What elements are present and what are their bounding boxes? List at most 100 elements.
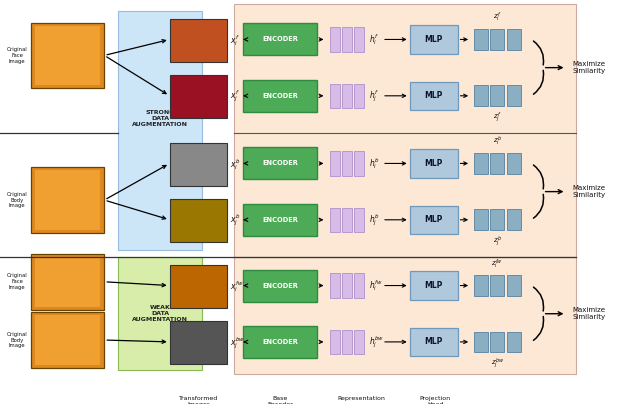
Bar	[243, 147, 317, 179]
Bar	[31, 312, 104, 368]
Text: $z_j^f$: $z_j^f$	[493, 110, 502, 125]
Text: $h_j^f$: $h_j^f$	[369, 88, 380, 103]
Bar	[490, 86, 504, 106]
Bar	[118, 257, 202, 370]
Bar	[507, 29, 521, 50]
Bar	[330, 27, 340, 52]
Bar	[35, 25, 100, 85]
Bar	[354, 208, 364, 232]
Bar	[354, 330, 364, 354]
Text: Maximize
Similarity: Maximize Similarity	[573, 307, 606, 320]
Text: $h_i^f$: $h_i^f$	[369, 32, 380, 47]
Text: Maximize
Similarity: Maximize Similarity	[573, 185, 606, 198]
Bar	[31, 23, 104, 88]
Bar	[243, 23, 317, 55]
Text: STRONG
DATA
AUGMENTATION: STRONG DATA AUGMENTATION	[132, 110, 188, 127]
Bar	[170, 19, 227, 62]
Bar	[330, 330, 340, 354]
Text: $h_j^b$: $h_j^b$	[369, 212, 380, 227]
Bar	[31, 254, 104, 310]
Text: Original
Face
Image: Original Face Image	[7, 47, 28, 64]
Bar	[243, 204, 317, 236]
Bar	[342, 84, 352, 108]
Bar	[354, 84, 364, 108]
Text: ENCODER: ENCODER	[262, 217, 298, 223]
Bar	[490, 332, 504, 352]
Text: MLP: MLP	[424, 281, 443, 290]
Text: $z_i^f$: $z_i^f$	[493, 11, 502, 25]
Bar	[507, 86, 521, 106]
Text: $z_i^b$: $z_i^b$	[493, 135, 502, 149]
Text: ENCODER: ENCODER	[262, 36, 298, 42]
Text: Original
Body
Image: Original Body Image	[7, 192, 28, 208]
Bar	[243, 269, 317, 301]
Bar	[354, 274, 364, 298]
Text: MLP: MLP	[424, 215, 443, 224]
Bar	[474, 275, 488, 296]
Text: $x_j^b$: $x_j^b$	[230, 213, 241, 229]
Text: $x_i^{fw}$: $x_i^{fw}$	[230, 279, 244, 294]
Bar	[330, 274, 340, 298]
Bar	[474, 153, 488, 174]
Text: ENCODER: ENCODER	[262, 282, 298, 288]
Bar	[410, 328, 458, 356]
Text: $z_j^{bw}$: $z_j^{bw}$	[491, 356, 504, 371]
Bar	[35, 315, 100, 365]
Bar	[354, 27, 364, 52]
Bar	[507, 275, 521, 296]
Bar	[410, 206, 458, 234]
Bar	[507, 209, 521, 230]
Text: WEAK
DATA
AUGMENTATION: WEAK DATA AUGMENTATION	[132, 305, 188, 322]
Text: Representation: Representation	[338, 396, 385, 402]
Text: $x_j^f$: $x_j^f$	[230, 89, 240, 105]
Bar	[170, 199, 227, 242]
Bar	[507, 332, 521, 352]
Text: Transformed
Images: Transformed Images	[179, 396, 218, 404]
Bar	[342, 151, 352, 176]
Text: $x_i^f$: $x_i^f$	[230, 33, 240, 48]
Bar	[342, 27, 352, 52]
Text: $h_j^{bw}$: $h_j^{bw}$	[369, 334, 385, 349]
Bar	[474, 86, 488, 106]
Bar	[410, 25, 458, 54]
Text: MLP: MLP	[424, 337, 443, 346]
Bar	[31, 167, 104, 233]
Bar	[234, 4, 576, 374]
Text: Original
Body
Image: Original Body Image	[7, 332, 28, 348]
Text: ENCODER: ENCODER	[262, 160, 298, 166]
Bar	[170, 321, 227, 364]
Bar	[330, 84, 340, 108]
Bar	[354, 151, 364, 176]
Bar	[330, 151, 340, 176]
Bar	[170, 143, 227, 186]
Bar	[490, 275, 504, 296]
Bar	[490, 153, 504, 174]
Text: MLP: MLP	[424, 91, 443, 100]
Bar	[330, 208, 340, 232]
Bar	[243, 326, 317, 358]
Bar	[410, 149, 458, 177]
Bar	[507, 153, 521, 174]
Text: $h_i^b$: $h_i^b$	[369, 156, 380, 171]
Text: ENCODER: ENCODER	[262, 339, 298, 345]
Bar	[35, 170, 100, 230]
Bar	[342, 208, 352, 232]
Bar	[410, 82, 458, 110]
Bar	[170, 265, 227, 308]
Bar	[118, 11, 202, 250]
Bar	[490, 209, 504, 230]
Text: Base
Encoder
f(.): Base Encoder f(.)	[268, 396, 293, 404]
Bar	[474, 332, 488, 352]
Bar	[410, 271, 458, 300]
Text: Maximize
Similarity: Maximize Similarity	[573, 61, 606, 74]
Text: Original
Face
Image: Original Face Image	[7, 274, 28, 290]
Text: ENCODER: ENCODER	[262, 93, 298, 99]
Text: MLP: MLP	[424, 159, 443, 168]
Bar	[474, 209, 488, 230]
Text: Projection
Head
g(.): Projection Head g(.)	[420, 396, 451, 404]
Text: $h_i^{fw}$: $h_i^{fw}$	[369, 278, 383, 293]
Bar	[474, 29, 488, 50]
Text: $z_i^{fw}$: $z_i^{fw}$	[492, 257, 503, 271]
Text: $x_i^b$: $x_i^b$	[230, 157, 241, 172]
Bar	[243, 80, 317, 112]
